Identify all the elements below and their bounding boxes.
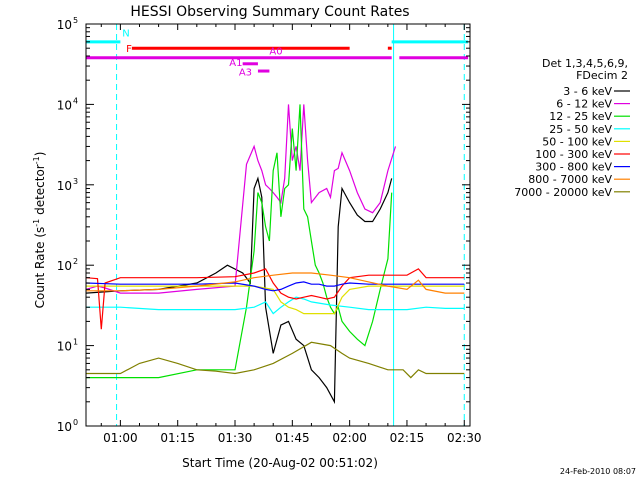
y-axis-label-sup1: -1 [32, 219, 41, 227]
state-label-n: N [122, 28, 129, 39]
legend-title-line2: FDecim 2 [576, 69, 628, 82]
legend-label-7: 800 - 7000 keV [528, 173, 612, 186]
legend-label-5: 100 - 300 keV [535, 148, 612, 161]
series-line-2 [86, 104, 393, 379]
y-tick-exp-3: 3 [73, 177, 78, 186]
x-tick-label-2: 01:30 [218, 431, 253, 445]
y-tick-label-3: 10 [57, 179, 72, 193]
y-axis-label-end: ) [33, 152, 47, 157]
plot-frame [85, 23, 471, 427]
y-axis-label-main: Count Rate (s [33, 227, 47, 309]
y-tick-exp-5: 5 [73, 16, 78, 25]
series-line-7 [86, 272, 465, 294]
state-label-f: F [126, 44, 132, 55]
series-line-3 [86, 296, 465, 315]
timestamp: 24-Feb-2010 08:07 [560, 467, 636, 476]
legend-label-0: 3 - 6 keV [563, 85, 612, 98]
y-axis-label: Count Rate (s-1 detector-1) [32, 152, 47, 309]
y-axis-label-sup2: -1 [32, 156, 41, 164]
legend-title-line1: Det 1,3,4,5,6,9, [542, 57, 628, 70]
state-label-a1: A1 [229, 58, 242, 69]
x-tick-label-1: 01:15 [160, 431, 195, 445]
series-line-0 [86, 176, 393, 405]
chart-title: HESSI Observing Summary Count Rates [130, 4, 409, 20]
y-tick-exp-0: 0 [73, 418, 78, 427]
legend-label-4: 50 - 100 keV [542, 135, 612, 148]
x-tick-label-3: 01:45 [275, 431, 310, 445]
y-tick-label-5: 10 [57, 18, 72, 32]
legend-label-1: 6 - 12 keV [556, 98, 612, 111]
state-label-a3: A3 [239, 67, 252, 78]
y-tick-exp-2: 2 [73, 257, 78, 266]
state-label-a0: A0 [269, 46, 282, 57]
x-tick-label-6: 02:30 [447, 431, 482, 445]
y-tick-label-1: 10 [57, 340, 72, 354]
x-tick-label-4: 02:00 [332, 431, 367, 445]
y-tick-exp-1: 1 [73, 338, 78, 347]
series-layer [86, 24, 469, 426]
legend-label-2: 12 - 25 keV [549, 110, 612, 123]
y-tick-label-0: 10 [57, 420, 72, 434]
legend-label-3: 25 - 50 keV [549, 123, 612, 136]
y-tick-label-4: 10 [57, 98, 72, 112]
y-tick-exp-4: 4 [73, 96, 78, 105]
series-line-4 [86, 285, 465, 315]
legend-label-6: 300 - 800 keV [535, 161, 612, 174]
series-line-8 [86, 341, 465, 379]
legend-label-8: 7000 - 20000 keV [514, 186, 612, 199]
series-line-1 [86, 104, 397, 294]
y-axis-label-mid: detector [33, 164, 47, 219]
series-line-5 [86, 268, 465, 330]
x-tick-label-5: 02:15 [390, 431, 425, 445]
x-axis-label: Start Time (20-Aug-02 00:51:02) [182, 456, 378, 470]
x-tick-label-0: 01:00 [103, 431, 138, 445]
y-tick-label-2: 10 [57, 259, 72, 273]
